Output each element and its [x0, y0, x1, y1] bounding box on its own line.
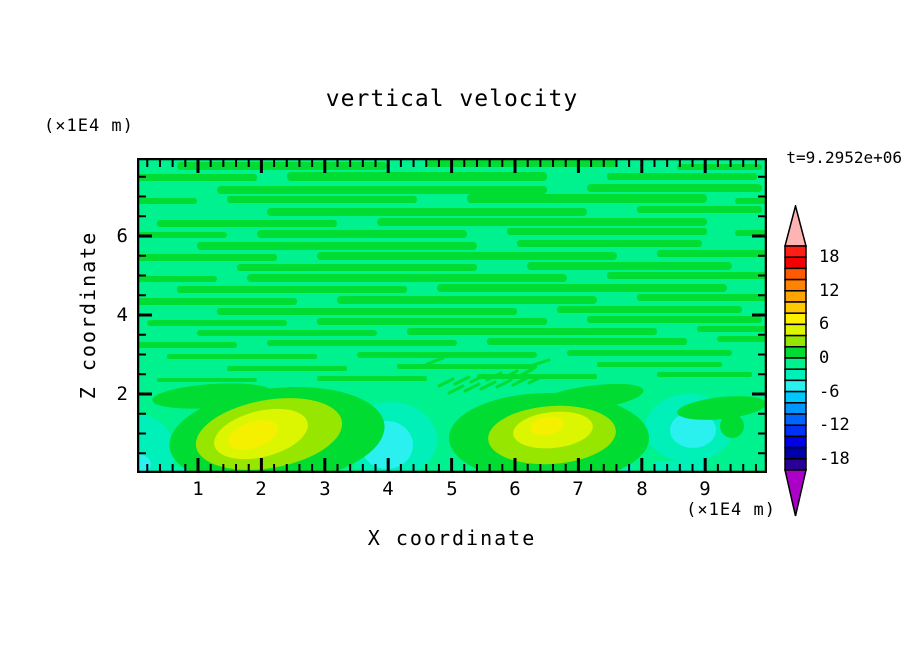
colorbar-label-6: 6 — [819, 314, 830, 334]
colorbar-label--18: -18 — [819, 449, 850, 469]
colorbar — [784, 205, 807, 517]
colorbar-box — [784, 413, 807, 426]
colorbar-box — [784, 458, 807, 471]
chart-title: vertical velocity — [325, 86, 579, 112]
x-tick-label-3: 3 — [319, 478, 331, 500]
tick-marks — [139, 160, 765, 471]
x-tick-label-7: 7 — [572, 478, 584, 500]
updraft-left-yellow-core — [227, 420, 279, 450]
colorbar-box — [784, 267, 807, 281]
x-tick-label-2: 2 — [255, 478, 267, 500]
colorbar-box — [784, 290, 807, 303]
braided-streaks — [425, 356, 551, 395]
x-tick-label-9: 9 — [699, 478, 711, 500]
colorbar-box — [784, 357, 807, 370]
colorbar-label-0: 0 — [819, 348, 830, 368]
y-tick-label-4: 4 — [116, 304, 128, 326]
colorbar-box — [784, 368, 807, 382]
colorbar-box — [784, 424, 807, 438]
green-dot-right — [720, 414, 744, 438]
colorbar-box — [784, 301, 807, 314]
colorbar-box — [784, 323, 807, 337]
y-axis-title: Z coordinate — [76, 230, 100, 400]
colorbar-box — [784, 390, 807, 404]
x-tick-label-1: 1 — [192, 478, 204, 500]
colorbar-over-triangle — [784, 205, 807, 247]
y-tick-label-2: 2 — [116, 383, 128, 405]
colorbar-box — [784, 278, 807, 292]
colorbar-box — [784, 446, 807, 460]
colorbar-box — [784, 402, 807, 415]
x-axis-title: X coordinate — [367, 526, 537, 550]
updraft-yellow-cores — [227, 416, 564, 450]
x-tick-label-8: 8 — [636, 478, 648, 500]
plot-area — [137, 158, 767, 473]
colorbar-under-triangle — [784, 469, 807, 517]
time-annotation: t=9.2952e+06 — [786, 148, 902, 167]
x-tick-label-6: 6 — [509, 478, 521, 500]
x-tick-label-4: 4 — [382, 478, 394, 500]
colorbar-box — [784, 312, 807, 326]
y-tick-label-6: 6 — [116, 225, 128, 247]
colorbar-box — [784, 245, 807, 258]
plot-frame — [137, 158, 767, 473]
colorbar-box — [784, 379, 807, 393]
colorbar-box — [784, 334, 807, 348]
updraft-center-yellow-core — [530, 416, 564, 436]
downdraft-right-cyan — [670, 412, 716, 448]
x-tick-label-5: 5 — [446, 478, 458, 500]
colorbar-label-18: 18 — [819, 247, 840, 267]
colorbar-label--12: -12 — [819, 415, 850, 435]
colorbar-box — [784, 435, 807, 449]
x-axis-units: (×1E4 m) — [686, 500, 776, 520]
colorbar-label-12: 12 — [819, 281, 840, 301]
positive-streak-bands — [137, 160, 767, 382]
colorbar-box — [784, 346, 807, 359]
colorbar-label--6: -6 — [819, 382, 840, 402]
colorbar-box — [784, 256, 807, 270]
y-axis-units: (×1E4 m) — [44, 116, 134, 136]
